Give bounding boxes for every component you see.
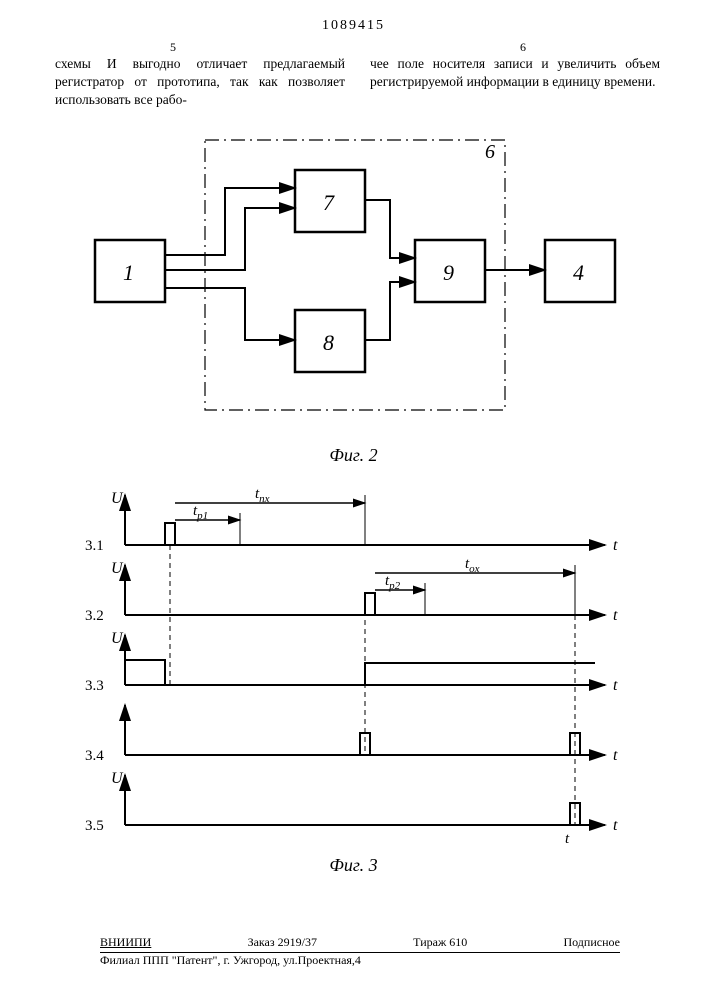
- tox-label: tox: [465, 556, 480, 575]
- figure-2-diagram: 6 1 7 8 9 4: [85, 130, 625, 430]
- block-6-frame: [205, 140, 505, 410]
- figure-2-caption: Фиг. 2: [0, 445, 707, 466]
- xlabel-33: t: [613, 677, 618, 694]
- pulse-32: [365, 593, 375, 615]
- xlabel-32: t: [613, 607, 618, 624]
- block-8-label: 8: [323, 330, 334, 355]
- svg-text:t: t: [565, 831, 570, 847]
- ylabel-31: U: [111, 490, 124, 507]
- text-column-left: схемы И выгодно отличает предлагаемый ре…: [55, 55, 345, 110]
- tp2-label: tp2: [385, 573, 401, 592]
- ylabel-32: U: [111, 560, 124, 577]
- arrow-1-to-7a: [165, 188, 295, 255]
- arrow-1-to-8: [165, 288, 295, 340]
- block-4-label: 4: [573, 260, 584, 285]
- xlabel-31: t: [613, 537, 618, 554]
- block-7-label: 7: [323, 190, 335, 215]
- row-label-33: 3.3: [85, 678, 104, 694]
- block-1-label: 1: [123, 260, 134, 285]
- pulse-31: [165, 523, 175, 545]
- row-label-34: 3.4: [85, 748, 104, 764]
- xlabel-34: t: [613, 747, 618, 764]
- tnx-label: tпх: [255, 486, 270, 505]
- arrow-8-to-9: [365, 282, 415, 340]
- step-33: [125, 660, 595, 685]
- footer-address: Филиал ППП "Патент", г. Ужгород, ул.Прое…: [100, 953, 620, 969]
- tp1-label: tp1: [193, 503, 208, 522]
- arrow-1-to-7b: [165, 208, 295, 270]
- figure-3-caption: Фиг. 3: [0, 855, 707, 876]
- block-6-label: 6: [485, 141, 495, 163]
- column-number-left: 5: [170, 40, 176, 55]
- footer-order: Заказ 2919/37: [248, 935, 317, 951]
- row-label-35: 3.5: [85, 818, 104, 834]
- row-label-32: 3.2: [85, 608, 104, 624]
- footer-org: ВНИИПИ: [100, 935, 151, 951]
- column-number-right: 6: [520, 40, 526, 55]
- footer-tirazh: Тираж 610: [413, 935, 467, 951]
- arrow-7-to-9: [365, 200, 415, 258]
- text-column-right: чее поле носителя записи и увеличить объ…: [370, 55, 660, 91]
- row-label-31: 3.1: [85, 538, 104, 554]
- footer-podpis: Подписное: [563, 935, 620, 951]
- ylabel-33: U: [111, 630, 124, 647]
- patent-number: 1089415: [0, 18, 707, 34]
- footer: ВНИИПИ Заказ 2919/37 Тираж 610 Подписное…: [100, 935, 620, 968]
- figure-3-diagram: U t 3.1 tp1 tпх U t 3.2 tp2 tox U t 3.3: [75, 485, 645, 855]
- xlabel-35: t: [613, 817, 618, 834]
- pulse-34a: [360, 733, 370, 755]
- block-9-label: 9: [443, 260, 454, 285]
- ylabel-35: U: [111, 770, 124, 787]
